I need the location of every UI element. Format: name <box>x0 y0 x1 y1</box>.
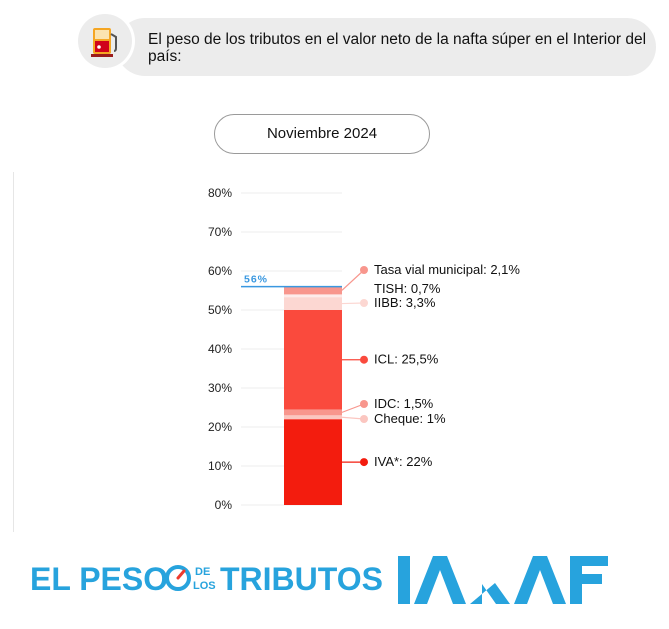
brand-text-tributos: TRIBUTOS <box>220 561 383 597</box>
callout-line <box>341 269 365 291</box>
bar-segment-idc <box>284 409 342 416</box>
bar-segment-icl <box>284 310 342 410</box>
bar-segment-cheque <box>284 415 342 420</box>
bar-segment-iibb <box>284 297 342 310</box>
footer-brand: EL PESO DE LOS TRIBUTOS <box>30 548 630 623</box>
data-label: IDC: 1,5% <box>374 396 434 411</box>
y-tick-label: 10% <box>208 459 232 473</box>
brand-text-los: LOS <box>193 580 216 592</box>
brand-text-el-peso: EL PESO <box>30 561 168 597</box>
callout-dot <box>360 266 368 274</box>
bar-segment-tasa-vial-municipal <box>284 286 342 295</box>
bar-segment-tish <box>284 294 342 298</box>
y-tick-label: 70% <box>208 225 232 239</box>
y-tick-label: 30% <box>208 381 232 395</box>
header-title: El peso de los tributos en el valor neto… <box>148 31 647 65</box>
y-tick-label: 60% <box>208 264 232 278</box>
brand-text-de: DE <box>195 566 210 578</box>
data-label: Cheque: 1% <box>374 411 446 426</box>
y-tick-label: 20% <box>208 420 232 434</box>
stacked-bar-chart: 0% 10% 20% 30% 40% 50% 60% 70% 80% 56% IVA*: 22% Ch… <box>208 186 520 512</box>
data-label: Tasa vial municipal: 2,1% <box>374 262 520 277</box>
y-tick-label: 50% <box>208 303 232 317</box>
data-label: IIBB: 3,3% <box>374 295 436 310</box>
data-label: TISH: 0,7% <box>374 281 441 296</box>
data-label: ICL: 25,5% <box>374 352 439 367</box>
total-label: 56% <box>244 274 268 286</box>
bar-segment-iva <box>284 419 342 505</box>
divider <box>13 172 14 532</box>
callout-dot <box>360 299 368 307</box>
iaraf-logo <box>398 556 608 604</box>
fuel-pump-icon <box>78 14 132 68</box>
y-tick-label: 0% <box>215 498 233 512</box>
y-tick-label: 80% <box>208 186 232 200</box>
callout-dot <box>360 415 368 423</box>
callout-dot <box>360 355 368 364</box>
y-tick-label: 40% <box>208 342 232 356</box>
period-label: Noviembre 2024 <box>214 114 430 154</box>
gauge-icon <box>165 565 191 591</box>
callout-dot <box>360 400 368 408</box>
callout-dot <box>360 458 368 467</box>
header-banner <box>116 18 656 76</box>
data-label: IVA*: 22% <box>374 454 433 469</box>
header: El peso de los tributos en el valor neto… <box>78 14 656 76</box>
